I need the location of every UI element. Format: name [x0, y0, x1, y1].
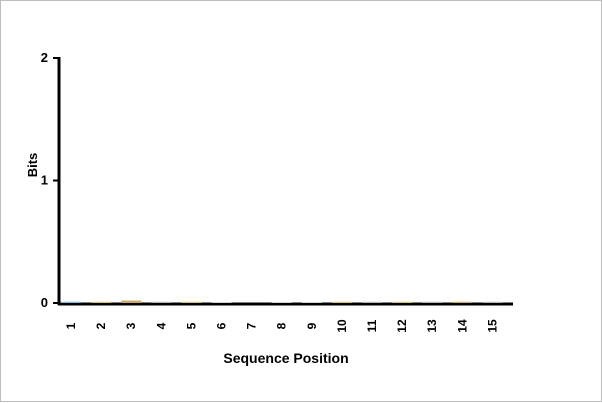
x-tick-labels: 1 2 3 4 5 6 7 8 9 10 11 12 13 14 15 — [64, 319, 499, 333]
bar — [422, 301, 443, 303]
x-tick-label: 15 — [485, 319, 499, 333]
x-tick-label: 4 — [154, 322, 168, 329]
bar — [271, 302, 292, 303]
bar — [482, 301, 503, 303]
bars — [61, 300, 503, 303]
bar — [181, 301, 202, 303]
x-tick-label: 14 — [455, 319, 469, 333]
bar — [121, 300, 142, 303]
x-tick-label: 1 — [64, 322, 78, 329]
y-ticks: 0 1 2 — [41, 50, 59, 310]
bar — [151, 301, 172, 303]
y-tick-label: 0 — [41, 295, 48, 310]
x-tick-label: 8 — [275, 322, 289, 329]
bar — [452, 301, 473, 303]
bar — [211, 302, 232, 303]
x-tick-label: 2 — [94, 322, 108, 329]
x-tick-label: 12 — [395, 319, 409, 333]
bar — [331, 301, 352, 303]
x-tick-label: 5 — [184, 322, 198, 329]
x-tick-label: 6 — [215, 322, 229, 329]
y-tick-label: 2 — [41, 50, 48, 65]
bar — [61, 301, 81, 303]
bar — [91, 301, 112, 303]
x-tick-label: 3 — [124, 322, 138, 329]
x-tick-label: 13 — [425, 319, 439, 333]
x-tick-label: 11 — [365, 319, 379, 332]
y-axis-label: Bits — [25, 153, 40, 178]
x-tick-label: 10 — [335, 319, 349, 333]
y-tick-label: 1 — [41, 173, 48, 188]
bar — [392, 301, 413, 303]
bar — [362, 301, 382, 303]
bar — [301, 302, 322, 303]
x-tick-label: 9 — [305, 322, 319, 329]
x-axis-label: Sequence Position — [223, 350, 348, 366]
x-tick-label: 7 — [245, 322, 259, 329]
